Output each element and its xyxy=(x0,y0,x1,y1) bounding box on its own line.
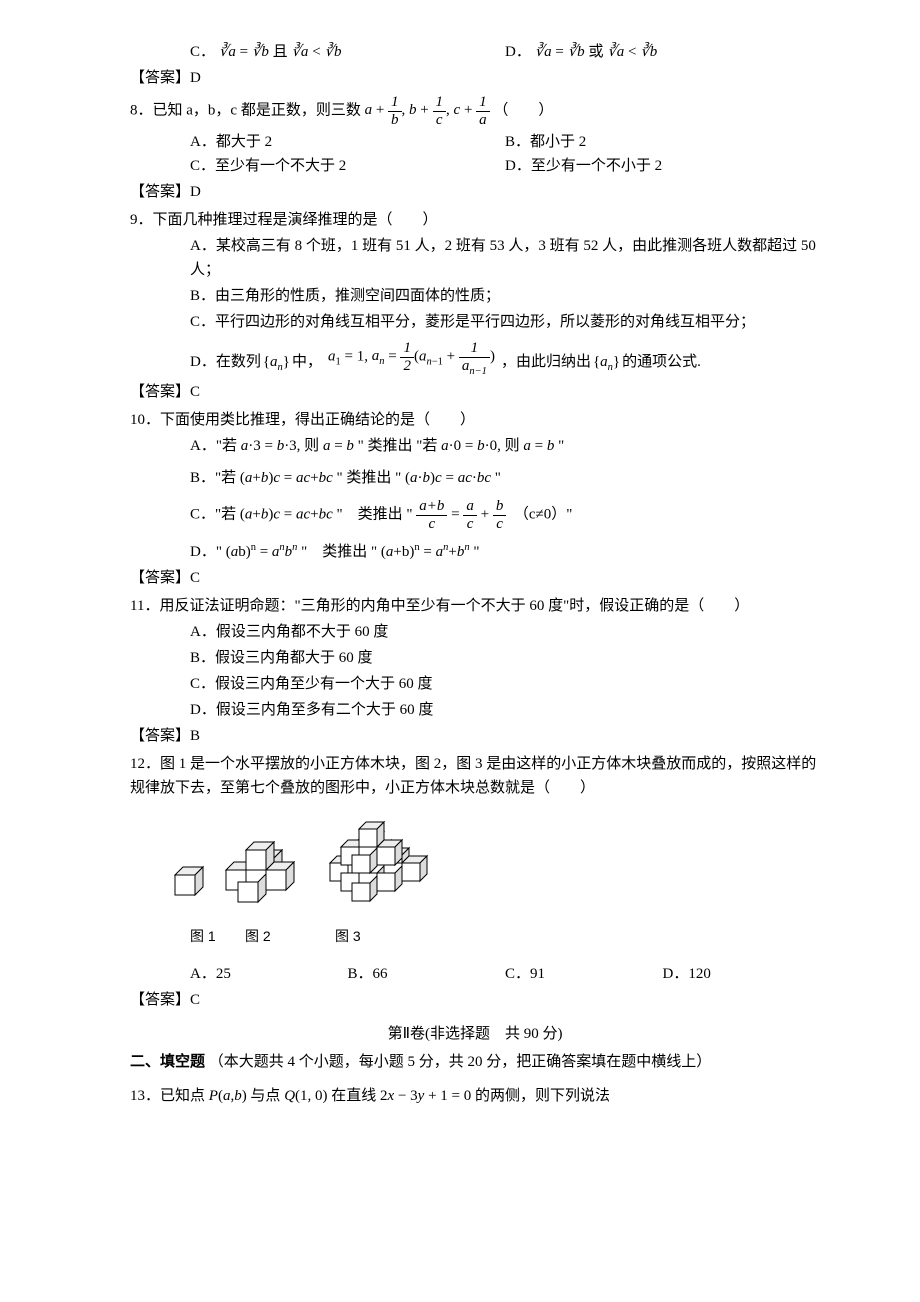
q12-option-b: B．66 xyxy=(348,962,506,986)
optd-set2: {an} xyxy=(593,350,620,374)
q13-stem: 13．已知点 P(a,b) 与点 Q(1, 0) 在直线 2x − 3y + 1… xyxy=(130,1084,820,1108)
q9-option-c: C．平行四边形的对角线互相平分，菱形是平行四边形，所以菱形的对角线互相平分； xyxy=(130,310,820,334)
q7-answer: 【答案】D xyxy=(130,66,820,90)
stem-math: a + 1b, b + 1c, c + 1a xyxy=(365,102,490,118)
option-prefix: C． xyxy=(190,44,215,60)
q11-answer: 【答案】B xyxy=(130,724,820,748)
optd-set: {an} xyxy=(263,350,290,374)
q12-option-a: A．25 xyxy=(190,962,348,986)
q10-stem: 10．下面使用类比推理，得出正确结论的是（ ） xyxy=(130,408,820,432)
q11-option-b: B．假设三内角都大于 60 度 xyxy=(130,646,820,670)
option-math: ∛a = ∛b 且 ∛a < ∛b xyxy=(219,44,342,60)
q9-option-b: B．由三角形的性质，推测空间四面体的性质； xyxy=(130,284,820,308)
q12-option-c: C．91 xyxy=(505,962,663,986)
option-math: ∛a = ∛b 或 ∛a < ∛b xyxy=(535,44,658,60)
fig3-label: 图 3 xyxy=(335,925,361,947)
q8-option-c: C．至少有一个不大于 2 xyxy=(190,154,505,178)
optd-prefix: D．在数列 xyxy=(190,350,261,374)
q8-answer: 【答案】D xyxy=(130,180,820,204)
q12-option-d: D．120 xyxy=(663,962,821,986)
figure-labels: 图 1 图 2 图 3 xyxy=(190,925,820,947)
fig1-label: 图 1 xyxy=(190,925,245,947)
q8-options-ab: A．都大于 2 B．都小于 2 xyxy=(130,130,820,154)
q9-option-a: A．某校高三有 8 个班，1 班有 51 人，2 班有 53 人，3 班有 52… xyxy=(130,234,820,282)
section2-header: 第Ⅱ卷(非选择题 共 90 分) xyxy=(130,1022,820,1046)
q11-option-c: C．假设三内角至少有一个大于 60 度 xyxy=(130,672,820,696)
q12-answer: 【答案】C xyxy=(130,988,820,1012)
q12-options: A．25 B．66 C．91 D．120 xyxy=(130,962,820,986)
q8-option-b: B．都小于 2 xyxy=(505,130,820,154)
q12-figures: 图 1 图 2 图 3 xyxy=(160,815,820,947)
q11-option-a: A．假设三内角都不大于 60 度 xyxy=(130,620,820,644)
stem-text: 8．已知 a，b，c 都是正数，则三数 xyxy=(130,102,365,118)
q8-stem: 8．已知 a，b，c 都是正数，则三数 a + 1b, b + 1c, c + … xyxy=(130,94,820,128)
cube-figures-svg xyxy=(160,815,460,925)
fig2-label: 图 2 xyxy=(245,925,335,947)
q7-option-c: C． ∛a = ∛b 且 ∛a < ∛b xyxy=(190,40,505,64)
fill-desc: （本大题共 4 个小题，每小题 5 分，共 20 分，把正确答案填在题中横线上） xyxy=(209,1054,712,1070)
q7-options-cd: C． ∛a = ∛b 且 ∛a < ∛b D． ∛a = ∛b 或 ∛a < ∛… xyxy=(130,40,820,64)
q8-option-a: A．都大于 2 xyxy=(190,130,505,154)
optd-tail: ，由此归纳出 xyxy=(501,350,591,374)
q11-option-d: D．假设三内角至多有二个大于 60 度 xyxy=(130,698,820,722)
fill-blank-header: 二、填空题 （本大题共 4 个小题，每小题 5 分，共 20 分，把正确答案填在… xyxy=(130,1050,820,1074)
q9-answer: 【答案】C xyxy=(130,380,820,404)
optd-math: a1 = 1, an = 12(an−1 + 1an−1) xyxy=(328,340,495,374)
q10-answer: 【答案】C xyxy=(130,566,820,590)
q10-option-a: A．"若 a·3 = b·3, 则 a = b " 类推出 "若 a·0 = b… xyxy=(130,434,820,458)
q10-option-d: D．" (ab)n = anbn " 类推出 " (a+b)n = an+bn … xyxy=(130,540,820,564)
optd-tail2: 的通项公式. xyxy=(622,350,701,374)
q10-option-c: C．"若 (a+b)c = ac+bc " 类推出 " a+bc = ac + … xyxy=(130,498,820,532)
q9-stem: 9．下面几种推理过程是演绎推理的是（ ） xyxy=(130,208,820,232)
q10-option-b: B．"若 (a+b)c = ac+bc " 类推出 " (a·b)c = ac·… xyxy=(130,466,820,490)
fill-title: 二、填空题 xyxy=(130,1054,205,1070)
q8-options-cd: C．至少有一个不大于 2 D．至少有一个不小于 2 xyxy=(130,154,820,178)
q8-option-d: D．至少有一个不小于 2 xyxy=(505,154,820,178)
q12-stem: 12．图 1 是一个水平摆放的小正方体木块，图 2，图 3 是由这样的小正方体木… xyxy=(130,752,820,800)
option-prefix: D． xyxy=(505,44,531,60)
q9-option-d: D．在数列 {an} 中， a1 = 1, an = 12(an−1 + 1an… xyxy=(130,340,820,374)
optd-mid: 中， xyxy=(292,350,322,374)
q7-option-d: D． ∛a = ∛b 或 ∛a < ∛b xyxy=(505,40,820,64)
q11-stem: 11．用反证法证明命题："三角形的内角中至少有一个不大于 60 度"时，假设正确… xyxy=(130,594,820,618)
stem-tail: （ ） xyxy=(493,102,553,118)
